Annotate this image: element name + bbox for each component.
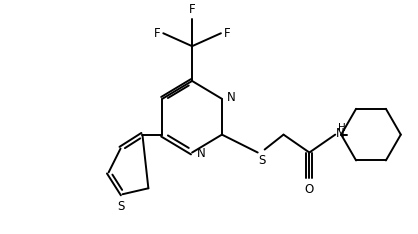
Text: F: F bbox=[224, 27, 231, 40]
Text: S: S bbox=[259, 154, 266, 167]
Text: F: F bbox=[189, 3, 196, 16]
Text: N: N bbox=[227, 91, 236, 104]
Text: S: S bbox=[117, 200, 124, 213]
Text: N: N bbox=[197, 147, 206, 160]
Text: H: H bbox=[338, 123, 346, 133]
Text: N: N bbox=[336, 127, 345, 140]
Text: F: F bbox=[154, 27, 161, 40]
Text: O: O bbox=[305, 183, 314, 196]
